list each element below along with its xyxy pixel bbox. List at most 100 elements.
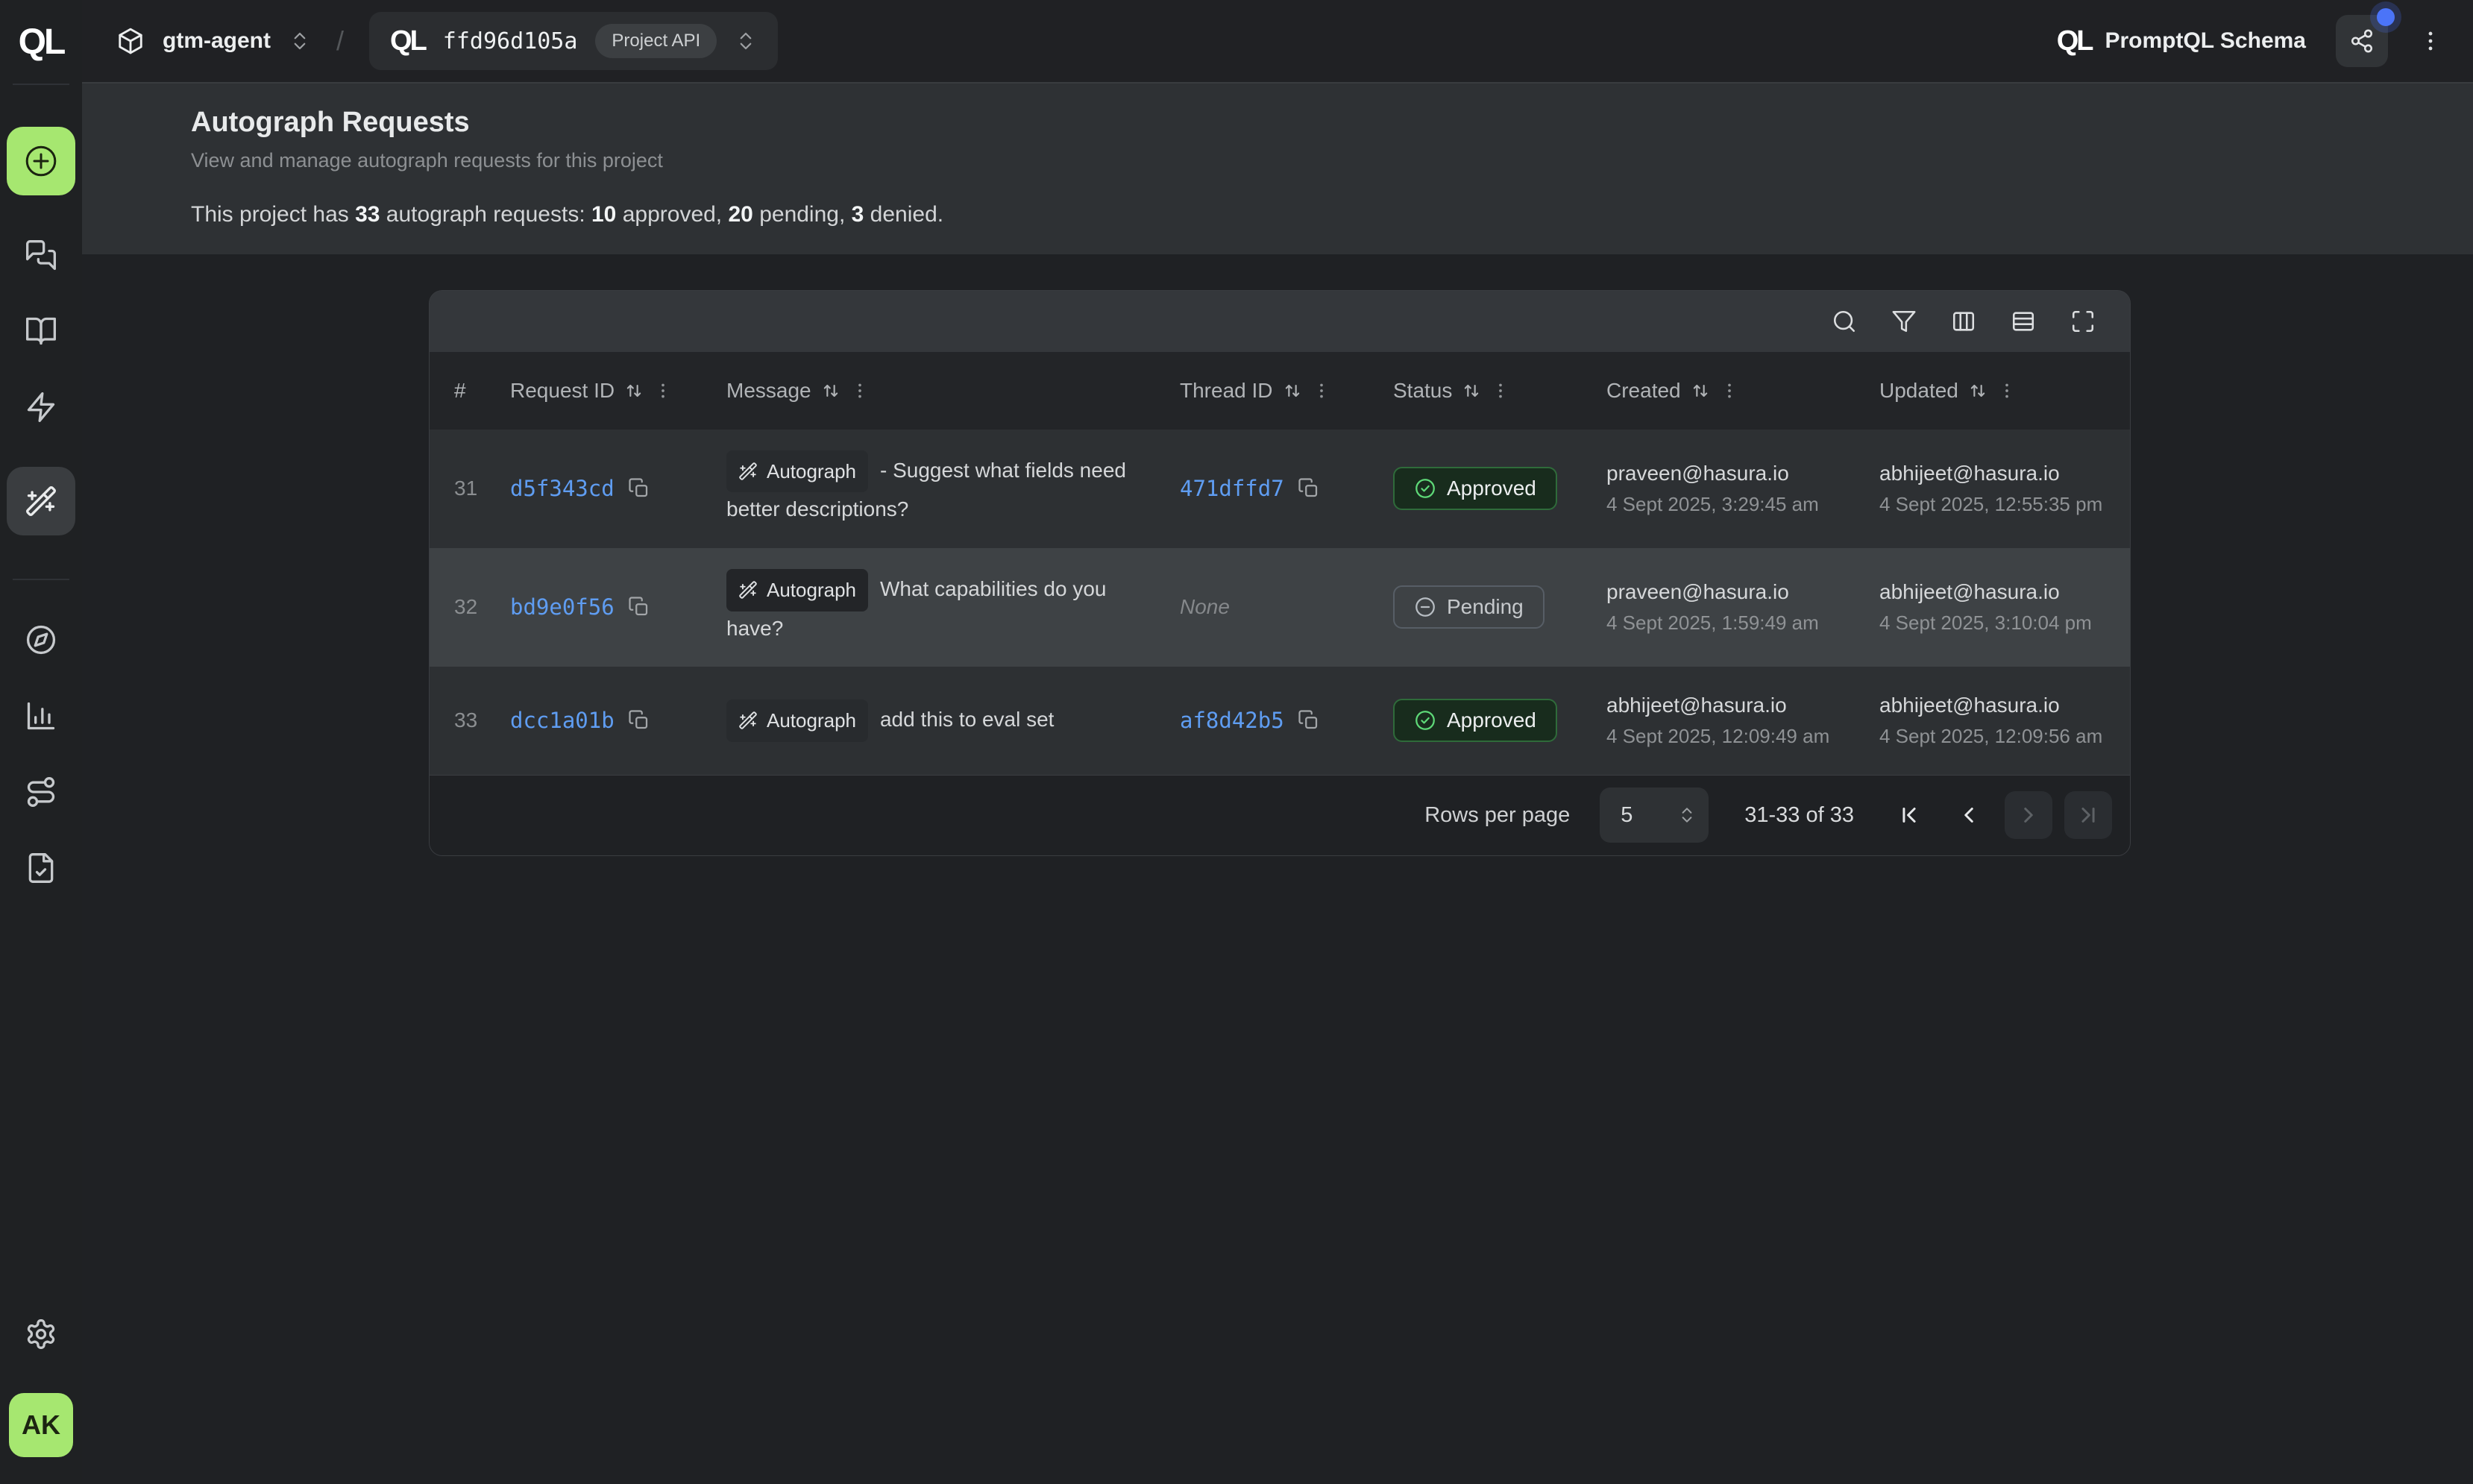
next-page-button[interactable] xyxy=(2005,791,2052,840)
column-menu-button[interactable] xyxy=(1491,381,1510,400)
thread-id-none: None xyxy=(1180,595,1230,619)
column-menu-button[interactable] xyxy=(653,381,673,400)
copy-button[interactable] xyxy=(628,709,650,732)
rows-per-page-select[interactable]: 5 xyxy=(1600,787,1709,843)
column-header-created: Created xyxy=(1606,379,1879,403)
table-row-highlighted: 32 bd9e0f56 Autograph What capabilities d… xyxy=(430,547,2130,667)
updated-cell: abhijeet@hasura.io 4 Sept 2025, 12:09:56 … xyxy=(1879,694,2130,748)
updated-cell: abhijeet@hasura.io 4 Sept 2025, 3:10:04 p… xyxy=(1879,580,2130,635)
page-subtitle: View and manage autograph requests for t… xyxy=(191,148,663,172)
sort-button[interactable] xyxy=(1282,380,1303,401)
row-index: 32 xyxy=(454,595,478,619)
copy-button[interactable] xyxy=(1298,477,1320,500)
topbar-actions: QL PromptQL Schema xyxy=(2057,8,2443,67)
chevrons-up-down-icon xyxy=(289,30,311,52)
project-stats: This project has 33 autograph requests: … xyxy=(191,201,944,227)
sidebar-item-threads[interactable] xyxy=(25,239,57,271)
first-page-button[interactable] xyxy=(1885,791,1933,839)
promptql-schema-button[interactable]: QL PromptQL Schema xyxy=(2057,25,2306,57)
message-text: What capabilities do you have? xyxy=(726,576,1107,640)
topbar: gtm-agent / QL ffd96d105a Project API QL… xyxy=(82,0,2473,84)
sidebar-item-automations[interactable] xyxy=(25,391,57,424)
sidebar-item-autograph-active[interactable] xyxy=(7,467,75,535)
last-page-button[interactable] xyxy=(2064,791,2112,840)
thread-id-link[interactable]: af8d42b5 xyxy=(1180,708,1284,734)
updated-by: abhijeet@hasura.io xyxy=(1879,693,2060,717)
check-circle-icon xyxy=(1414,477,1436,500)
stat-pending: 20 xyxy=(728,201,753,227)
kebab-menu-icon xyxy=(1997,381,2017,400)
status-badge-pending: Pending xyxy=(1393,585,1545,629)
settings-button[interactable] xyxy=(25,1318,57,1354)
table-fullscreen-button[interactable] xyxy=(2070,309,2096,334)
column-menu-button[interactable] xyxy=(1997,381,2017,400)
table-columns-button[interactable] xyxy=(1951,309,1976,334)
copy-button[interactable] xyxy=(1298,709,1320,732)
updated-at: 4 Sept 2025, 12:09:56 am xyxy=(1879,724,2103,747)
project-switcher[interactable]: QL ffd96d105a Project API xyxy=(369,12,779,70)
sidebar-item-routes[interactable] xyxy=(25,776,57,808)
autograph-chip: Autograph xyxy=(726,699,868,742)
topbar-menu-button[interactable] xyxy=(2418,28,2443,54)
sidebar-item-evals[interactable] xyxy=(25,852,57,884)
message-text: add this to eval set xyxy=(879,707,1055,731)
copy-button[interactable] xyxy=(628,477,650,500)
created-cell: praveen@hasura.io 4 Sept 2025, 3:29:45 am xyxy=(1606,462,1879,516)
request-id-link[interactable]: dcc1a01b xyxy=(510,708,615,734)
org-switcher[interactable]: gtm-agent xyxy=(116,27,311,55)
thread-id-cell: None xyxy=(1180,595,1393,619)
kebab-menu-icon xyxy=(2418,28,2443,54)
table-search-button[interactable] xyxy=(1832,309,1857,334)
wand-icon xyxy=(25,485,57,518)
copy-button[interactable] xyxy=(628,596,650,618)
message-text: - Suggest what fields need better descri… xyxy=(726,458,1126,521)
columns-icon xyxy=(1951,309,1976,334)
table-density-button[interactable] xyxy=(2011,309,2036,334)
sort-button[interactable] xyxy=(820,380,841,401)
new-thread-button[interactable] xyxy=(7,127,75,195)
sort-button[interactable] xyxy=(1690,380,1711,401)
created-at: 4 Sept 2025, 1:59:49 am xyxy=(1606,611,1819,634)
search-icon xyxy=(1832,309,1857,334)
promptql-mark: QL xyxy=(2056,25,2094,57)
column-menu-button[interactable] xyxy=(1720,381,1739,400)
sidebar-item-docs[interactable] xyxy=(25,315,57,348)
chevron-right-icon xyxy=(2016,802,2041,828)
request-id-link[interactable]: bd9e0f56 xyxy=(510,594,615,620)
thread-id-link[interactable]: 471dffd7 xyxy=(1180,476,1284,502)
chevron-left-icon xyxy=(1956,802,1982,828)
breadcrumb: gtm-agent / QL ffd96d105a Project API xyxy=(116,12,779,70)
rows-icon xyxy=(2011,309,2036,334)
table-filter-button[interactable] xyxy=(1891,309,1917,334)
user-avatar[interactable]: AK xyxy=(9,1393,73,1457)
request-id-cell: d5f343cd xyxy=(510,476,726,501)
created-cell: praveen@hasura.io 4 Sept 2025, 1:59:49 am xyxy=(1606,580,1879,635)
sort-button[interactable] xyxy=(623,380,644,401)
share-button[interactable] xyxy=(2336,8,2395,67)
copy-icon xyxy=(628,596,650,618)
copy-icon xyxy=(628,477,650,500)
updated-by: abhijeet@hasura.io xyxy=(1879,579,2060,603)
stat-denied: 3 xyxy=(851,201,864,227)
org-name: gtm-agent xyxy=(163,28,271,53)
sidebar-item-analytics[interactable] xyxy=(25,699,57,732)
request-id-link[interactable]: d5f343cd xyxy=(510,476,615,502)
created-by: abhijeet@hasura.io xyxy=(1606,693,1787,717)
column-menu-button[interactable] xyxy=(850,381,870,400)
check-circle-icon xyxy=(1414,709,1436,732)
stat-total: 33 xyxy=(355,201,380,227)
notification-dot xyxy=(2377,8,2395,26)
column-menu-button[interactable] xyxy=(1312,381,1331,400)
page-title: Autograph Requests xyxy=(191,107,470,138)
rows-per-page-label: Rows per page xyxy=(1424,802,1571,827)
kebab-menu-icon xyxy=(1312,381,1331,400)
schema-button-label: PromptQL Schema xyxy=(2105,28,2306,53)
previous-page-button[interactable] xyxy=(1945,791,1993,839)
sidebar-item-explore[interactable] xyxy=(25,623,57,656)
sort-button[interactable] xyxy=(1461,380,1482,401)
thread-id-cell: af8d42b5 xyxy=(1180,708,1393,733)
sort-button[interactable] xyxy=(1967,380,1988,401)
created-at: 4 Sept 2025, 12:09:49 am xyxy=(1606,724,1830,747)
chevron-first-icon xyxy=(1897,802,1922,828)
chevron-last-icon xyxy=(2076,802,2101,828)
